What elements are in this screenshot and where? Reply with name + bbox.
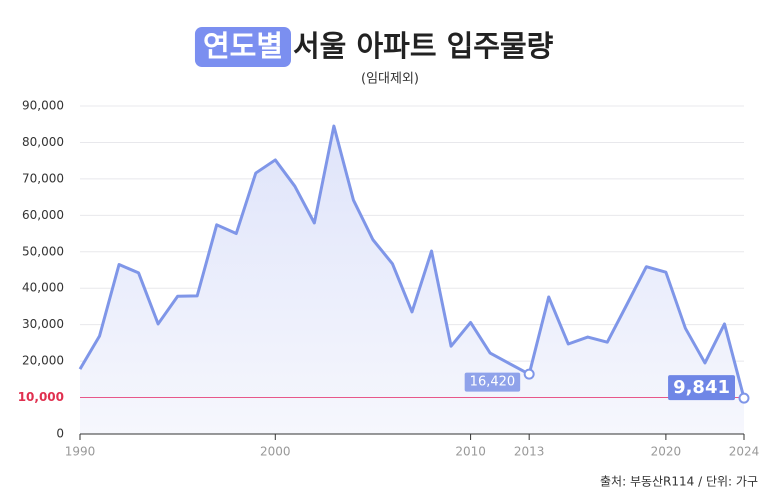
y-tick-label: 60,000 xyxy=(22,208,64,222)
x-tick-label: 2024 xyxy=(729,445,760,459)
x-tick-label: 1990 xyxy=(65,445,96,459)
y-tick-label: 0 xyxy=(56,427,64,441)
source: 출처: 부동산R114 / 단위: 가구 xyxy=(600,475,758,489)
area xyxy=(80,126,744,435)
chart-title: 서울 아파트 입주물량 xyxy=(293,29,554,63)
y-tick-label: 50,000 xyxy=(22,244,64,258)
y-tick-label: 20,000 xyxy=(22,354,64,368)
x-tick-label: 2013 xyxy=(514,445,545,459)
line xyxy=(78,124,746,399)
data-label: 9,841 xyxy=(673,377,730,398)
chart-subtitle: (임대제외) xyxy=(361,72,419,87)
data-label: 16,420 xyxy=(470,375,516,390)
y-tick-label: 90,000 xyxy=(22,99,64,113)
title-highlight: 연도별 xyxy=(203,29,283,63)
y-tick-label: 10,000 xyxy=(18,390,64,404)
y-tick-label: 30,000 xyxy=(22,317,64,331)
plot-area: 0 10,000 20,000 30,000 40,000 50,000 60,000 70,… xyxy=(18,99,760,459)
data-label-box xyxy=(668,375,735,401)
x-tick-label: 2010 xyxy=(455,445,486,459)
point-marker xyxy=(738,392,750,404)
y-tick-label: 80,000 xyxy=(22,135,64,149)
x-tick-label: 2000 xyxy=(260,445,291,459)
y-tick-label: 70,000 xyxy=(22,171,64,185)
y-tick-label: 40,000 xyxy=(22,281,64,295)
point-marker xyxy=(523,368,535,380)
title-highlight-box xyxy=(194,27,291,67)
x-tick-label: 2020 xyxy=(651,445,682,459)
data-label-box xyxy=(464,372,521,392)
